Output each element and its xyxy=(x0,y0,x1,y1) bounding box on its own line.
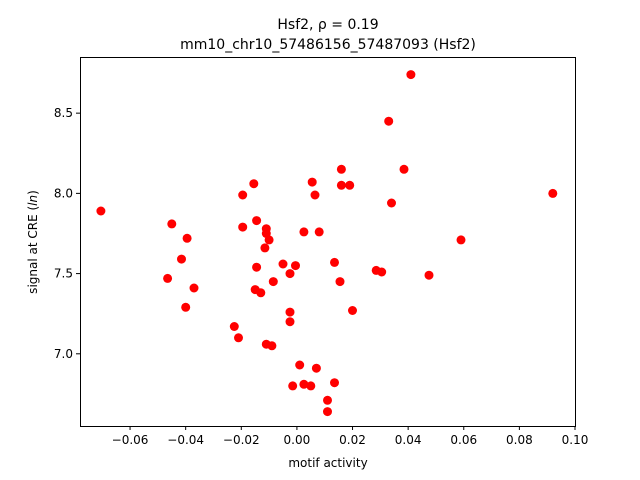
y-tick-label: 7.5 xyxy=(54,267,73,281)
x-tick-label: 0.00 xyxy=(284,433,311,447)
data-point xyxy=(288,381,298,391)
y-axis-label-italic: ln xyxy=(26,195,40,206)
data-point xyxy=(229,322,239,331)
data-point xyxy=(323,407,332,417)
data-point xyxy=(177,254,186,264)
data-point xyxy=(234,333,243,343)
chart-title-line1: Hsf2, ρ = 0.19 xyxy=(277,17,378,33)
data-point xyxy=(406,70,416,80)
data-point xyxy=(252,216,262,226)
data-point xyxy=(306,381,316,391)
data-point xyxy=(278,259,288,269)
x-axis-ticks: −0.06 −0.04 −0.02 0.00 0.02 0.04 0.06 0.08 0.10 xyxy=(112,426,589,447)
y-axis-ticks: 7.0 7.5 8.0 8.5 xyxy=(54,106,80,361)
data-point xyxy=(387,198,396,208)
data-point xyxy=(267,341,277,351)
data-point xyxy=(182,233,192,243)
data-point xyxy=(96,206,106,216)
plot-frame xyxy=(80,57,576,427)
x-tick-label: 0.02 xyxy=(339,433,366,447)
x-tick-label: 0.06 xyxy=(450,433,477,447)
data-point xyxy=(399,164,409,174)
x-tick-label: −0.04 xyxy=(167,433,204,447)
data-point xyxy=(256,288,266,298)
data-point xyxy=(291,261,300,271)
data-point xyxy=(295,360,305,370)
data-point xyxy=(330,257,339,267)
data-point xyxy=(238,222,248,232)
data-point xyxy=(189,283,199,293)
data-point xyxy=(181,302,191,312)
data-point xyxy=(238,190,248,200)
chart-title-line2: mm10_chr10_57486156_57487093 (Hsf2) xyxy=(180,37,476,53)
data-point xyxy=(268,277,278,287)
data-point xyxy=(260,243,270,253)
data-point xyxy=(336,180,346,190)
x-axis-label: motif activity xyxy=(288,456,367,470)
data-point xyxy=(252,262,262,272)
data-point xyxy=(335,277,345,287)
x-tick-label: 0.10 xyxy=(562,433,589,447)
data-point xyxy=(249,179,259,189)
data-point xyxy=(264,235,274,245)
y-axis-label: signal at CRE (ln) xyxy=(26,190,40,294)
y-tick-label: 8.0 xyxy=(54,186,73,200)
data-point xyxy=(323,395,332,405)
data-point xyxy=(285,317,295,327)
data-point xyxy=(310,190,320,200)
data-point xyxy=(345,180,355,190)
y-axis-label-prefix: signal at CRE ( xyxy=(26,206,40,294)
data-point xyxy=(336,164,346,174)
data-point xyxy=(167,219,177,229)
x-tick-label: 0.08 xyxy=(506,433,533,447)
data-point xyxy=(456,235,466,245)
data-point xyxy=(548,188,558,198)
data-point xyxy=(285,307,295,317)
x-tick-label: −0.02 xyxy=(223,433,260,447)
data-point xyxy=(314,227,324,237)
data-point xyxy=(377,267,387,277)
y-axis-label-suffix: ) xyxy=(26,190,40,195)
x-tick-label: −0.06 xyxy=(112,433,149,447)
data-point xyxy=(384,116,394,126)
y-tick-label: 7.0 xyxy=(54,347,73,361)
data-point xyxy=(424,270,434,280)
y-tick-label: 8.5 xyxy=(54,106,73,120)
data-point xyxy=(330,378,339,388)
x-tick-label: 0.04 xyxy=(395,433,422,447)
data-point xyxy=(299,227,309,237)
data-point xyxy=(285,269,295,279)
data-point xyxy=(299,379,309,389)
data-point xyxy=(307,177,317,187)
data-point xyxy=(311,363,321,373)
data-point xyxy=(163,273,173,283)
data-point xyxy=(348,306,357,315)
data-points xyxy=(96,70,558,417)
